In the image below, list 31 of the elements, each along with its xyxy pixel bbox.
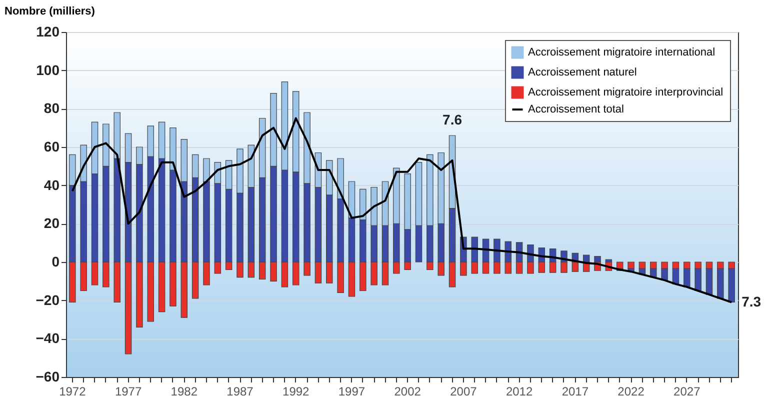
x-tick-label: 2027 bbox=[674, 384, 701, 398]
y-tick-label: −60 bbox=[36, 368, 60, 384]
x-tick-label: 2012 bbox=[506, 384, 533, 398]
y-tick-label: 0 bbox=[52, 254, 60, 270]
x-tick-label: 1977 bbox=[114, 384, 142, 398]
x-tick-label: 2017 bbox=[562, 384, 589, 398]
y-tick-label: 20 bbox=[44, 215, 60, 232]
text: 7.3 bbox=[742, 293, 762, 310]
y-tick-label: 120 bbox=[36, 24, 60, 40]
bar bbox=[628, 262, 634, 270]
y-tick-label: 40 bbox=[44, 176, 60, 193]
y-tick-label: 80 bbox=[44, 100, 60, 116]
x-tick-label: 1992 bbox=[282, 384, 310, 398]
x-tick-label: 1987 bbox=[226, 384, 254, 398]
x-tick-label: 2007 bbox=[450, 384, 478, 398]
y-tick-label: −40 bbox=[36, 330, 60, 346]
legend-label: Accroissement naturel bbox=[528, 66, 637, 78]
annotation: 7.6 bbox=[442, 112, 462, 128]
x-tick-label: 1997 bbox=[338, 384, 366, 398]
legend-label: Accroissement migratoire interprovincial bbox=[528, 86, 724, 98]
legend-label: Accroissement total bbox=[528, 104, 624, 116]
x-tick-label: 1972 bbox=[59, 384, 86, 398]
y-tick-label: 60 bbox=[44, 138, 60, 154]
x-tick-label: 1982 bbox=[170, 384, 198, 398]
x-tick-label: 2022 bbox=[618, 384, 645, 398]
bar bbox=[616, 262, 624, 270]
x-tick-label: 2002 bbox=[394, 384, 422, 398]
y-axis-title: Nombre (milliers) bbox=[4, 6, 96, 18]
legend-label: Accroissement migratoire international bbox=[528, 46, 716, 58]
y-tick-label: 100 bbox=[36, 62, 60, 78]
y-tick-label: −20 bbox=[36, 292, 60, 308]
